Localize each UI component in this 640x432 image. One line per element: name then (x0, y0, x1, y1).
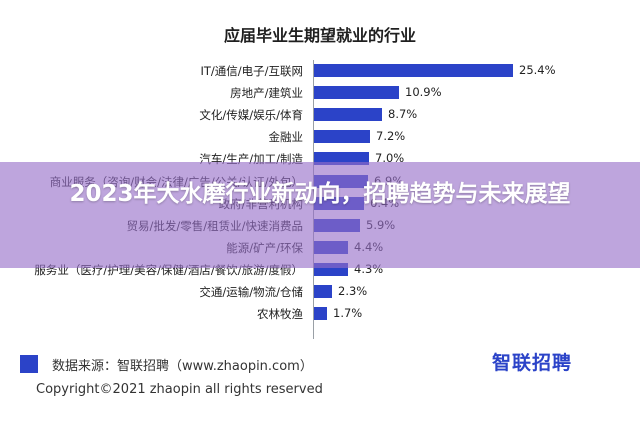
value-label: 7.0% (375, 151, 405, 166)
bar (314, 307, 327, 321)
category-label: 交通/运输/物流/仓储 (199, 285, 303, 299)
value-label: 2.3% (338, 284, 368, 298)
bar (314, 64, 513, 77)
bar (314, 130, 370, 144)
category-label: IT/通信/电子/互联网 (200, 64, 303, 78)
value-label: 25.4% (519, 63, 556, 77)
bar (314, 108, 382, 122)
value-label: 1.7% (333, 306, 363, 321)
source-row: 数据来源：智联招聘（www.zhaopin.com） (20, 354, 313, 374)
chart-title: 应届毕业生期望就业的行业 (223, 26, 416, 45)
value-label: 10.9% (405, 85, 442, 100)
bar (314, 86, 399, 100)
copyright-text: Copyright©2021 zhaopin all rights reserv… (36, 382, 323, 397)
category-label: 文化/传媒/娱乐/体育 (199, 108, 303, 123)
category-label: 金融业 (268, 130, 304, 145)
bar (314, 285, 332, 298)
source-legend-swatch (20, 355, 38, 373)
category-label: 房地产/建筑业 (230, 86, 303, 101)
value-label: 7.2% (376, 129, 406, 144)
value-label: 8.7% (388, 107, 418, 122)
overlay-band (0, 162, 640, 268)
source-text: 数据来源：智联招聘（www.zhaopin.com） (52, 358, 313, 374)
zhaopin-logo: 智联招聘 (491, 352, 572, 374)
category-label: 农林牧渔 (257, 307, 303, 322)
overlay-headline: 2023年大水磨行业新动向，招聘趋势与未来展望 (69, 181, 571, 207)
